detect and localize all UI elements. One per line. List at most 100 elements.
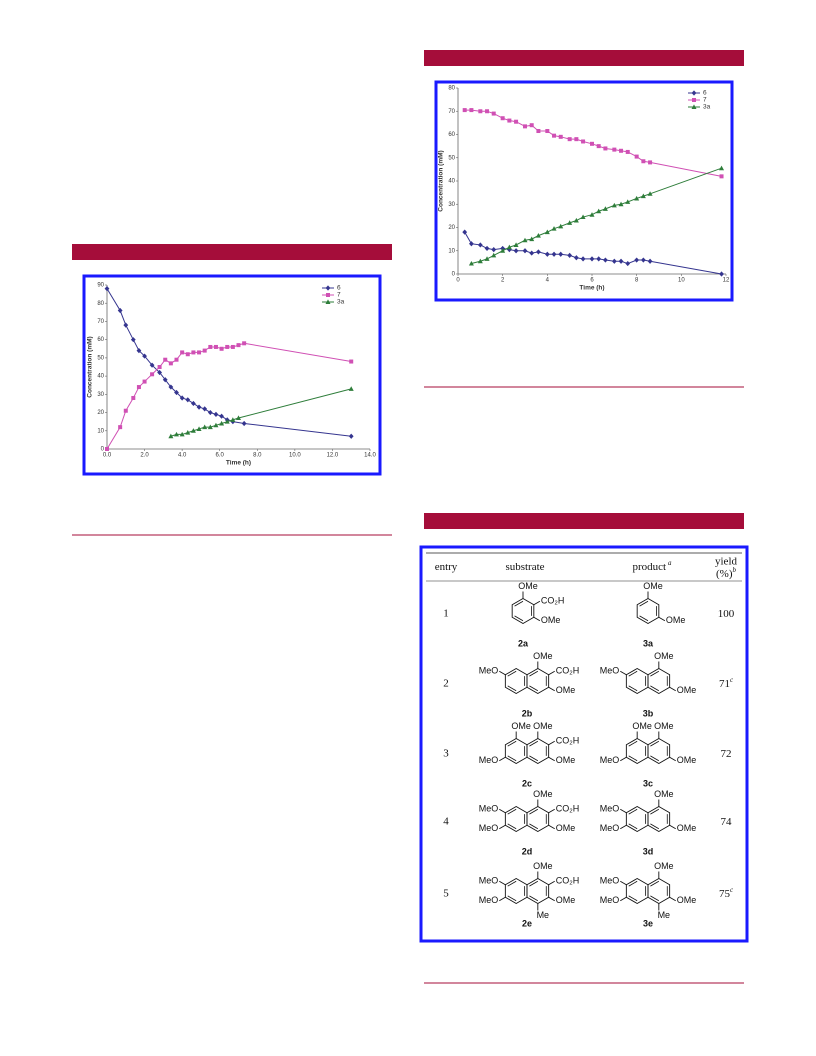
point (130, 337, 136, 343)
double-bond (529, 685, 539, 692)
point (611, 258, 617, 264)
yield-cell: 72 (721, 748, 732, 760)
point (123, 408, 128, 413)
point (478, 109, 483, 114)
point (603, 146, 608, 151)
y-tick-label: 90 (97, 283, 104, 289)
header-cell: yield (715, 556, 737, 568)
point (219, 420, 225, 426)
double-bond (514, 615, 524, 622)
double-bond (507, 880, 517, 887)
bond (548, 896, 555, 902)
compound-label: 3c (643, 778, 653, 788)
point (567, 252, 573, 258)
point (197, 350, 202, 355)
substituent: OMe (556, 685, 576, 695)
bond (548, 808, 555, 814)
header-cell: (%)b (716, 566, 737, 580)
substituent: OMe (556, 755, 576, 765)
point (507, 118, 512, 123)
point (179, 395, 185, 401)
point (491, 252, 497, 258)
point (185, 397, 191, 403)
point (462, 229, 468, 235)
substituent: OMe (533, 721, 553, 731)
point (648, 160, 653, 165)
double-bond (529, 740, 539, 747)
point (168, 433, 174, 439)
y-tick-label: 70 (448, 109, 455, 115)
bond (499, 670, 506, 676)
point (207, 409, 213, 416)
substituent: OMe (518, 581, 538, 591)
point (647, 258, 653, 264)
double-bond (507, 670, 517, 677)
bond (669, 896, 676, 902)
substituent: MeO (479, 895, 499, 905)
substituent: CO₂H (556, 666, 580, 676)
legend-label: 7 (337, 292, 341, 299)
point (573, 255, 579, 261)
point (545, 129, 550, 134)
y-tick-label: 10 (448, 248, 455, 254)
point (522, 237, 528, 243)
x-axis-title: Time (h) (226, 460, 251, 467)
ring (511, 597, 535, 625)
header-cell: product a (632, 559, 672, 573)
point (213, 422, 219, 428)
bond (620, 808, 627, 814)
bond (499, 896, 506, 902)
double-bond (639, 600, 649, 607)
point (168, 384, 174, 390)
yield-cell: 74 (721, 816, 733, 828)
point (207, 424, 213, 430)
bond (620, 880, 627, 886)
point (191, 350, 196, 355)
double-bond (507, 755, 517, 762)
yield-value: 100 (718, 608, 735, 620)
header-note: a (668, 559, 672, 567)
structure: OMe OMe MeO MeO 3d (600, 789, 696, 857)
bond (669, 756, 676, 762)
substituent: CO₂H (556, 736, 580, 746)
point (236, 415, 241, 421)
point (558, 134, 563, 139)
chart-frame (82, 274, 382, 476)
structure: OMe OMe 3a (636, 581, 685, 648)
point (196, 426, 202, 431)
header-text: entry (435, 561, 458, 573)
header-text: (%) (716, 568, 733, 580)
figure-bar (72, 244, 392, 260)
point (219, 346, 224, 351)
y-tick-label: 20 (97, 410, 104, 416)
bond (499, 880, 506, 886)
substituent: Me (658, 910, 671, 920)
point (491, 246, 497, 253)
point (484, 256, 490, 261)
point (551, 251, 557, 257)
table-bar (424, 513, 744, 529)
x-tick-label: 2 (501, 278, 505, 284)
point (535, 233, 541, 238)
legend-marker (325, 285, 331, 291)
compound-label: 2c (522, 778, 532, 788)
point (602, 206, 608, 211)
point (596, 144, 601, 149)
double-bond (628, 823, 638, 830)
substituent: MeO (479, 804, 499, 814)
double-bond (628, 808, 638, 815)
y-tick-label: 60 (97, 337, 104, 343)
double-bond (650, 685, 660, 692)
compound-label: 2a (518, 638, 529, 648)
point (612, 147, 617, 152)
point (719, 165, 725, 171)
point (202, 348, 207, 353)
bond (620, 670, 627, 676)
point (603, 257, 608, 263)
double-bond (650, 823, 660, 830)
yield-cell: 100 (718, 608, 735, 620)
point (163, 357, 168, 362)
